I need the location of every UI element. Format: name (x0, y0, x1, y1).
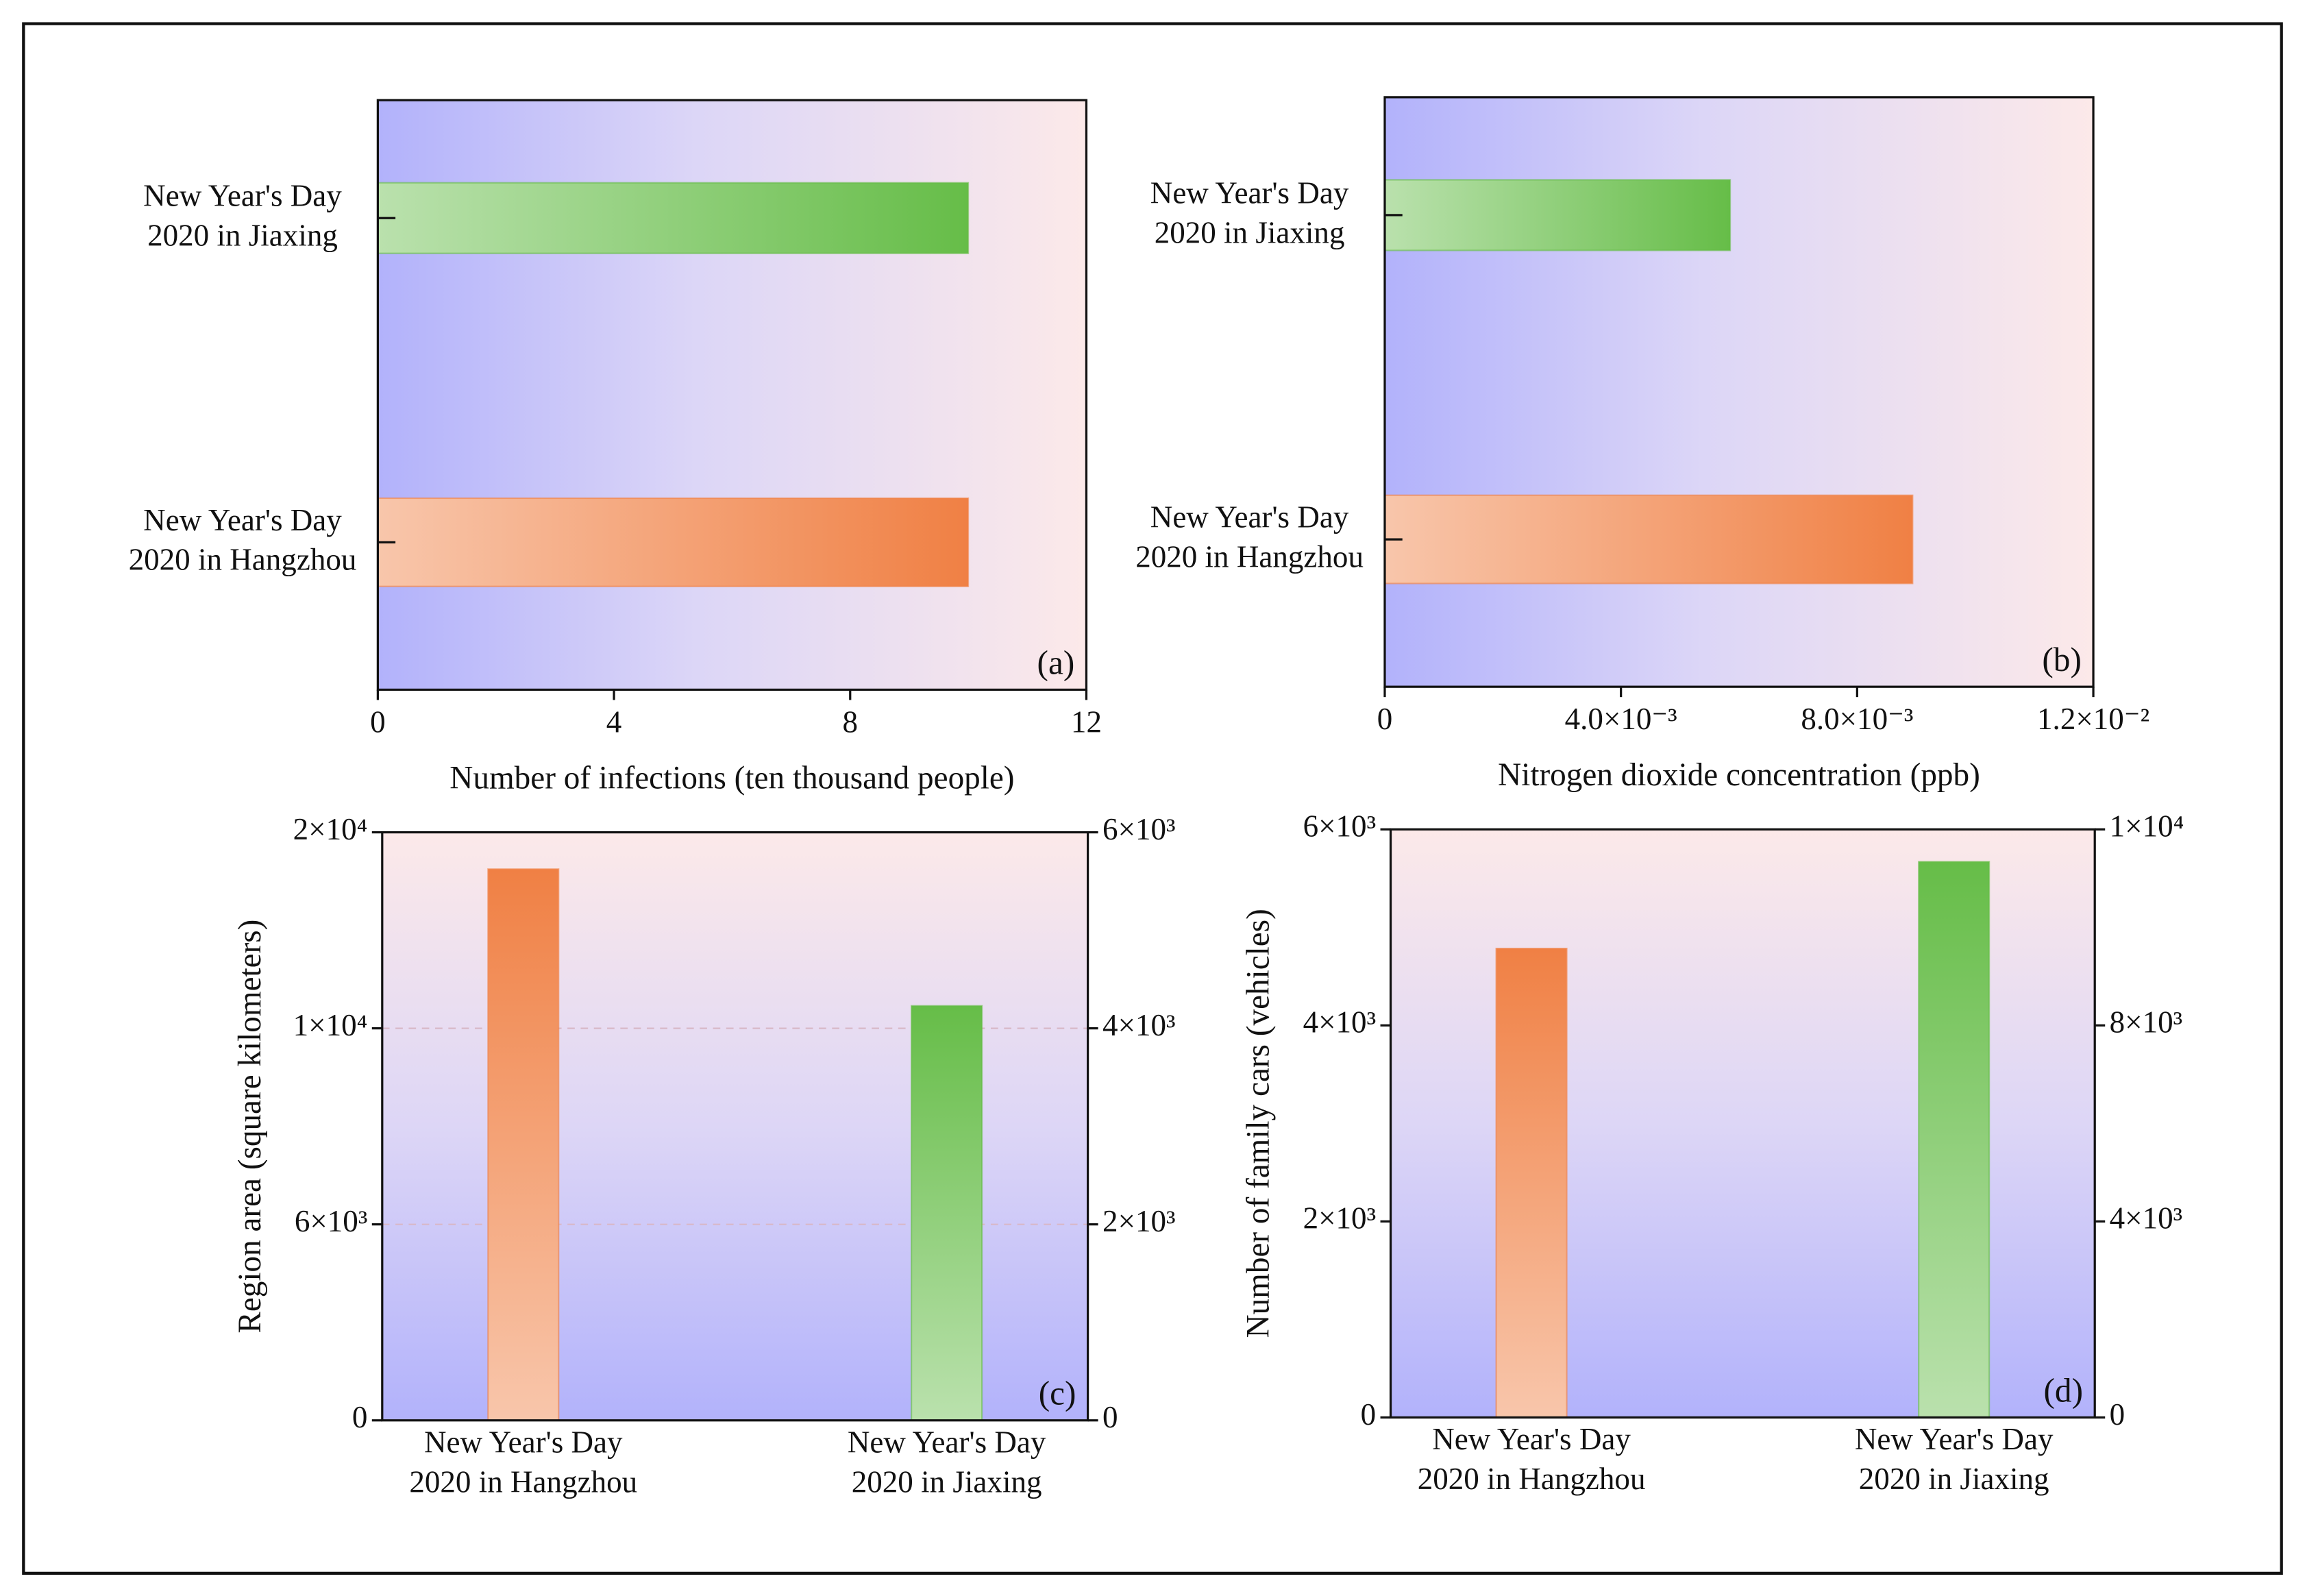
y-tick-label: 1×10⁴ (293, 1008, 368, 1042)
y-tick-label: 6×10³ (295, 1204, 367, 1238)
x-axis-title: Nitrogen dioxide concentration (ppb) (1498, 757, 1980, 793)
plot-border (376, 99, 1088, 691)
bar (1918, 861, 1990, 1419)
bar (377, 497, 970, 587)
x-tick-label: 8.0×10⁻³ (1801, 702, 1913, 736)
plot-border (1389, 828, 2096, 1419)
x-tick-label: 2020 in Hangzhou (409, 1464, 637, 1499)
y2-tick-label: 8×10³ (2110, 1005, 2182, 1040)
y-tick-label: 0 (1361, 1397, 1377, 1432)
y-tick-label: 2020 in Jiaxing (147, 219, 338, 253)
x-tick-label: 8 (842, 704, 858, 739)
y2-tick-label: 4×10³ (1102, 1008, 1175, 1042)
y2-tick-label: 0 (1102, 1400, 1118, 1434)
y-tick-label: 2×10³ (1303, 1201, 1376, 1236)
y-tick-label: 2×10⁴ (293, 812, 368, 846)
bar (487, 868, 560, 1421)
y-tick-label: New Year's Day (1150, 175, 1349, 210)
y-tick-label: New Year's Day (1150, 500, 1349, 535)
bar (1383, 494, 1914, 585)
x-tick-label: 1.2×10⁻² (2037, 702, 2149, 736)
y2-tick-label: 0 (2110, 1397, 2125, 1432)
y-tick-label: 4×10³ (1303, 1005, 1376, 1040)
x-tick-label: New Year's Day (848, 1425, 1046, 1460)
y-tick-label: 0 (352, 1400, 368, 1434)
x-tick-label: 2020 in Hangzhou (1418, 1462, 1646, 1496)
x-tick-label: 12 (1071, 704, 1102, 739)
y-tick-label: New Year's Day (143, 179, 342, 213)
bar (1495, 947, 1568, 1419)
x-tick-label: 2020 in Jiaxing (1859, 1462, 2049, 1496)
y-tick-label: 2020 in Hangzhou (1135, 539, 1364, 574)
y-tick-label: 2020 in Hangzhou (129, 543, 357, 577)
x-tick-label: 4 (606, 704, 622, 739)
x-tick-label: 2020 in Jiaxing (852, 1464, 1042, 1499)
x-tick-label: 0 (370, 704, 386, 739)
bar (911, 1005, 983, 1421)
x-tick-label: New Year's Day (1855, 1422, 2054, 1456)
panel-label: (d) (2044, 1371, 2084, 1409)
bar (377, 182, 970, 254)
x-tick-label: New Year's Day (1432, 1422, 1631, 1456)
y-tick-label: New Year's Day (143, 503, 342, 537)
plot-border (1383, 96, 2095, 688)
x-axis-title: Number of infections (ten thousand peopl… (449, 760, 1014, 796)
bar (1383, 179, 1731, 251)
panel-label: (c) (1039, 1375, 1076, 1412)
panel-label: (b) (2042, 641, 2082, 678)
x-tick-label: 0 (1377, 702, 1393, 736)
y-axis-title: Number of family cars (vehicles) (1241, 909, 1277, 1338)
x-tick-label: 4.0×10⁻³ (1565, 702, 1677, 736)
y2-tick-label: 1×10⁴ (2110, 809, 2184, 844)
y-axis-title: Region area (square kilometers) (232, 920, 268, 1334)
frame (22, 22, 2283, 1575)
y2-tick-label: 6×10³ (1102, 812, 1175, 846)
plot-border (381, 831, 1089, 1422)
y-tick-label: 6×10³ (1303, 809, 1376, 844)
x-tick-label: New Year's Day (424, 1425, 623, 1460)
panel-label: (a) (1037, 643, 1075, 681)
y2-tick-label: 4×10³ (2110, 1201, 2182, 1236)
y2-tick-label: 2×10³ (1102, 1204, 1175, 1238)
y-tick-label: 2020 in Jiaxing (1155, 215, 1345, 249)
